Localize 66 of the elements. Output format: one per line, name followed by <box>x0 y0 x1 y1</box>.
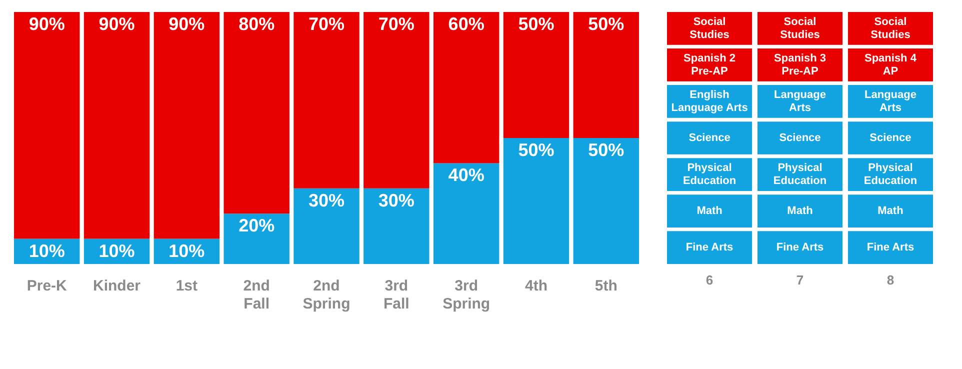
text: Science <box>870 132 912 144</box>
data-label: 90% <box>28 14 65 34</box>
data-label: 20% <box>238 216 275 236</box>
x-tick-label: 3rd Spring <box>442 278 490 312</box>
category-label: 6 <box>706 272 714 288</box>
text: Fine Arts <box>776 242 824 254</box>
x-tick-label: 4th <box>524 278 548 294</box>
data-label: 70% <box>308 14 345 34</box>
text: Physical Education <box>773 162 827 188</box>
text: Fine Arts <box>866 242 914 254</box>
text: Spanish 2 Pre-AP <box>684 52 736 78</box>
bar <box>224 214 290 264</box>
bar <box>573 138 639 264</box>
text: Fine Arts <box>686 242 734 254</box>
x-tick-label: Kinder <box>93 278 141 294</box>
data-label: 70% <box>378 14 414 34</box>
x-tick-label: 1st <box>176 278 198 294</box>
bar <box>14 12 80 239</box>
bar <box>503 138 570 264</box>
text: Social Studies <box>870 16 910 41</box>
text: Physical Education <box>864 162 918 188</box>
data-label: 60% <box>448 14 484 34</box>
data-label: 90% <box>98 14 135 34</box>
data-label: 50% <box>518 14 554 34</box>
data-label: 10% <box>28 240 65 261</box>
text: Spanish 4 AP <box>864 52 918 78</box>
data-label: 50% <box>518 140 554 160</box>
x-tick-label: 2nd Spring <box>302 278 350 312</box>
data-label: 30% <box>308 190 345 210</box>
text: Spanish 3 Pre-AP <box>774 52 826 78</box>
bar <box>503 12 570 138</box>
text: Science <box>779 132 821 144</box>
data-label: 50% <box>588 14 624 34</box>
bar <box>433 163 500 264</box>
bar <box>84 12 150 239</box>
text: Math <box>787 205 814 218</box>
data-label: 40% <box>448 165 484 186</box>
x-tick-label: Pre-K <box>26 278 68 294</box>
x-tick-label: 2nd Fall <box>243 278 270 312</box>
x-tick-label: 3rd Fall <box>383 278 410 312</box>
bar <box>364 188 430 264</box>
text: English Language Arts <box>671 88 748 114</box>
text: Language Arts <box>774 88 826 114</box>
bar <box>573 12 639 138</box>
bar <box>294 188 360 264</box>
data-label: 30% <box>378 190 414 210</box>
data-label: 80% <box>238 14 275 34</box>
bar <box>154 12 220 239</box>
text: Language Arts <box>864 88 916 114</box>
text: Math <box>696 205 723 218</box>
data-label: 90% <box>168 14 205 34</box>
data-label: 10% <box>98 240 135 261</box>
bar <box>364 12 430 188</box>
bar <box>294 12 360 188</box>
category-label: 7 <box>796 272 804 288</box>
data-label: 50% <box>588 140 624 160</box>
bar <box>224 12 290 214</box>
x-tick-label: 5th <box>594 278 618 294</box>
bar <box>433 12 500 164</box>
text: Science <box>688 132 730 144</box>
text: Social Studies <box>690 16 730 41</box>
text: Social Studies <box>780 16 820 41</box>
text: Physical Education <box>682 162 736 188</box>
text: Math <box>878 205 904 218</box>
category-label: 8 <box>886 272 894 288</box>
data-label: 10% <box>168 240 205 261</box>
